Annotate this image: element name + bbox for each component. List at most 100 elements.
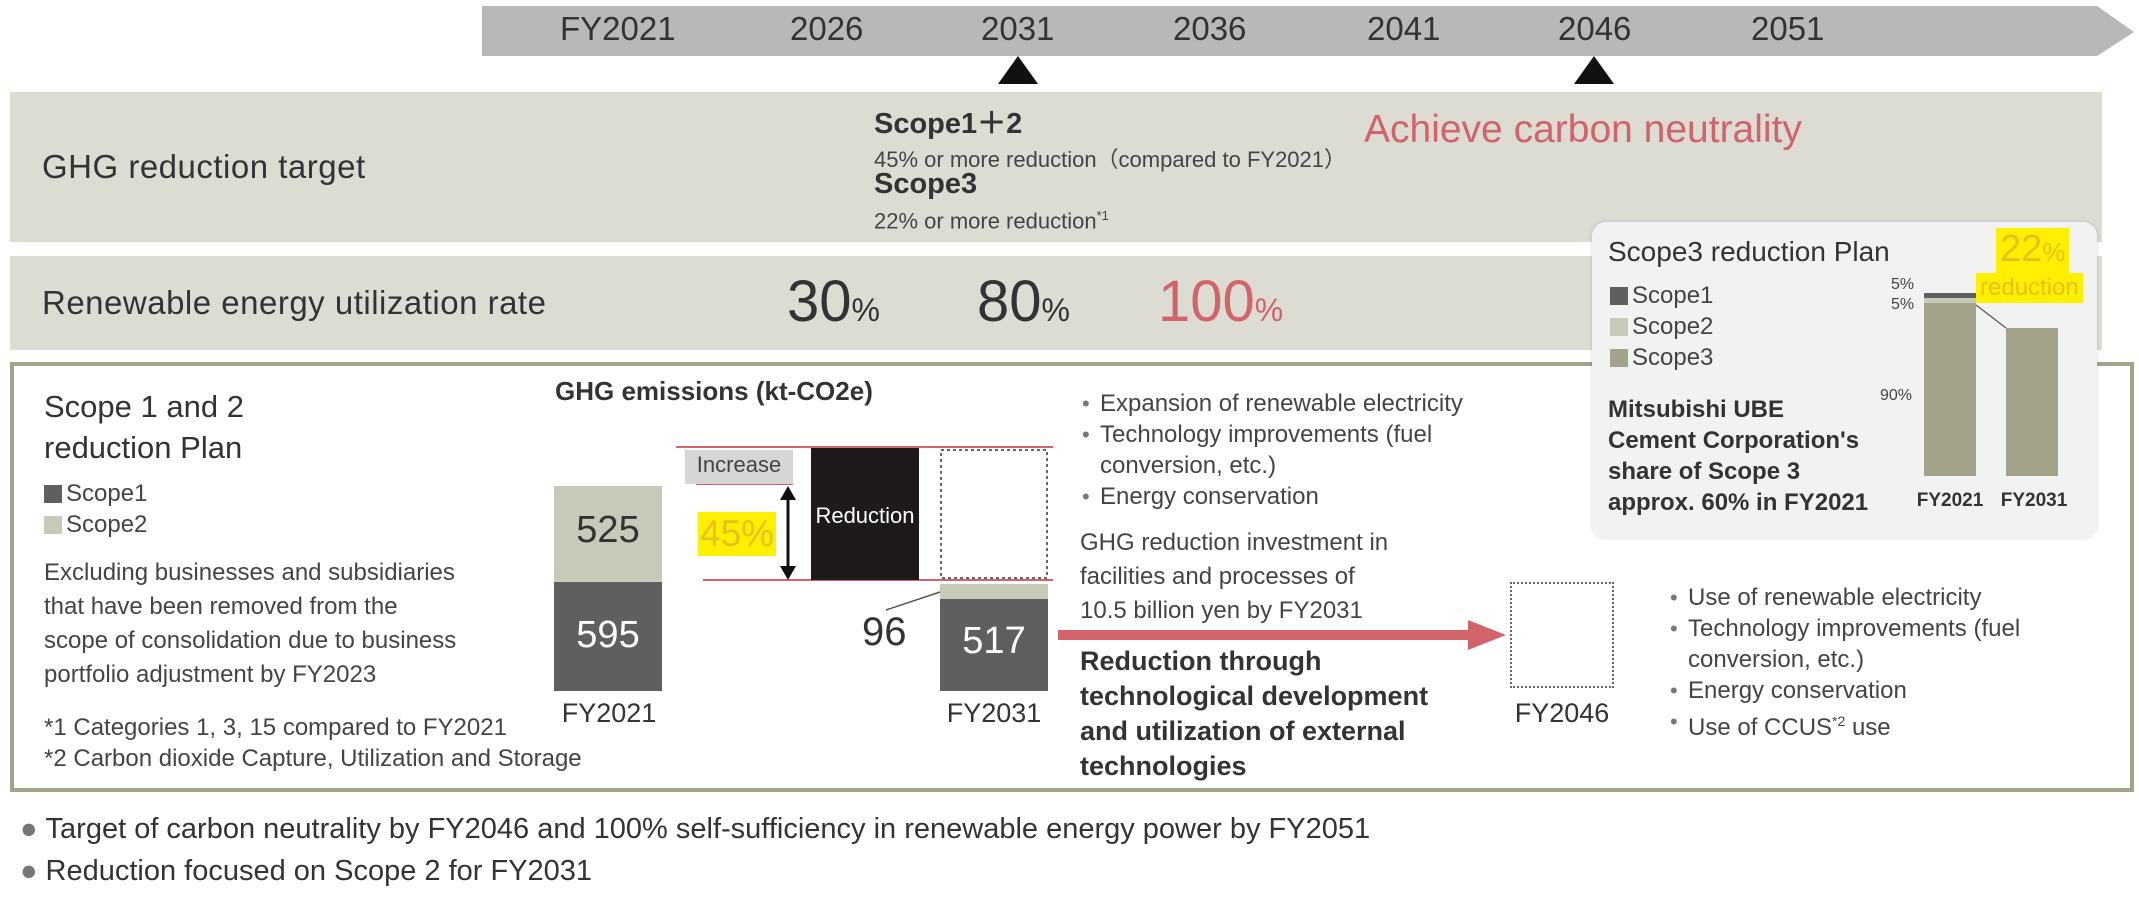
renewable-unit: % (1254, 292, 1284, 328)
scope3-fy2031-label: FY2031 (2000, 490, 2068, 511)
legend-scope1: Scope1 (1610, 280, 1713, 311)
ghg-chart (554, 446, 1053, 691)
chart-title: GHG emissions (kt-CO2e) (555, 376, 873, 406)
exclusion-note: Excluding businesses and subsidiaries th… (44, 556, 456, 692)
measures-2031-list: Expansion of renewable electricity Techn… (1080, 388, 1463, 512)
list-item: Expansion of renewable electricity (1080, 388, 1463, 419)
list-item: Technology improvements (fuel (1080, 419, 1463, 450)
renewable-value: 100 (1158, 269, 1255, 334)
tech-text: Reduction through technological developm… (1080, 644, 1428, 784)
scope3-share-text: Mitsubishi UBE Cement Corporation's shar… (1608, 394, 1868, 518)
value-label-525: 525 (576, 509, 640, 551)
scope3-bar-fy2031-scope3 (2006, 328, 2058, 476)
increase-label: Increase (696, 452, 782, 477)
timeline-year: 2031 (981, 10, 1055, 47)
list-item: Technology improvements (fuel (1668, 613, 2020, 644)
timeline-year: 2036 (1173, 10, 1247, 47)
timeline-year: 2046 (1558, 10, 1632, 47)
investment-line: facilities and processes of (1080, 563, 1355, 590)
tech-line: technological development (1080, 681, 1429, 711)
legend-scope1: Scope1 (44, 478, 147, 509)
timeline-year: FY2021 (560, 10, 676, 47)
share-line: Cement Corporation's (1608, 427, 1860, 454)
ccus-text: Use of CCUS (1688, 714, 1833, 741)
scope3-pct-value: 22 (2000, 228, 2043, 270)
reduction-label: Reduction (815, 503, 915, 528)
legend-label: Scope1 (66, 480, 148, 507)
footnote-ref: *2 (1832, 713, 1846, 729)
renewable-unit: % (851, 292, 880, 328)
measures-2046-list: Use of renewable electricity Technology … (1668, 582, 2020, 743)
scope3-target: 22% or more reduction*1 (874, 208, 1109, 234)
summary-item: ● Reduction focused on Scope 2 for FY2031 (20, 850, 1370, 892)
list-item: Use of CCUS*2 use (1668, 706, 2020, 743)
reduction-box (811, 448, 919, 580)
tech-line: technologies (1080, 751, 1247, 781)
footnotes: *1 Categories 1, 3, 15 compared to FY202… (44, 712, 582, 774)
legend-scope3: Scope3 (1610, 342, 1713, 373)
scope3-chart (1924, 293, 2058, 476)
bar-fy2021-scope2 (554, 486, 662, 582)
scope12-plan-title: Scope 1 and 2 reduction Plan (44, 386, 244, 468)
scope3-target-text: 22% or more reduction (874, 208, 1097, 234)
increase-value-label: 96 (862, 610, 907, 654)
legend-scope2: Scope2 (44, 509, 147, 540)
scope12-legend: Scope1 Scope2 (44, 478, 147, 540)
fy2031-removed-box (940, 449, 1048, 579)
scope3-reduction-word: reduction (1976, 273, 2083, 303)
legend-swatch (44, 515, 62, 534)
investment-line: GHG reduction investment in (1080, 529, 1389, 556)
reduction-pct-label: 45% (698, 512, 777, 556)
list-item: conversion, etc.) (1668, 644, 2020, 675)
arrow-head-down (780, 566, 796, 580)
investment-text: GHG reduction investment in facilities a… (1080, 526, 1388, 628)
scope3-title: Scope3 (874, 168, 978, 200)
fy2031-label: FY2031 (946, 698, 1042, 728)
milestone-marker-2031 (998, 56, 1038, 84)
investment-line: 10.5 billion yen by FY2031 (1080, 597, 1363, 624)
scope3-bar-fy2021-scope2 (1924, 298, 1976, 303)
progress-arrow (1058, 620, 1506, 650)
share-line: approx. 60% in FY2021 (1608, 489, 1869, 516)
renewable-value: 80 (977, 269, 1042, 334)
timeline-arrow (482, 6, 2134, 56)
increase-box (685, 450, 793, 484)
value-label-517: 517 (962, 620, 1026, 662)
plan-title-line: Scope 1 and 2 (44, 389, 244, 424)
scope3-label-5a: 5% (1891, 276, 1915, 293)
scope12-panel (10, 362, 2134, 792)
renewable-label: Renewable energy utilization rate (42, 284, 547, 321)
tech-line: Reduction through (1080, 646, 1322, 676)
carbon-neutrality-goal: Achieve carbon neutrality (1364, 108, 1802, 151)
scope3-pct-unit: % (2042, 237, 2066, 267)
legend-label: Scope2 (1632, 313, 1714, 340)
renewable-2036: 100% (1158, 268, 1283, 335)
bullet-dot-icon: ● (20, 855, 38, 887)
ccus-suffix: use (1845, 714, 1891, 741)
scope3-label-5b: 5% (1891, 296, 1915, 313)
bar-fy2031-scope1 (940, 599, 1048, 691)
ghg-target-label: GHG reduction target (42, 148, 366, 185)
scope3-bar-fy2021-scope1 (1924, 293, 1976, 298)
legend-scope2: Scope2 (1610, 311, 1713, 342)
fy2021-label: FY2021 (561, 698, 657, 728)
timeline-year: 2051 (1751, 10, 1825, 47)
arrow-head-up (780, 486, 796, 500)
legend-swatch (1610, 348, 1628, 367)
fy2046-box (1510, 582, 1614, 688)
renewable-value: 30 (787, 269, 852, 334)
legend-swatch (1610, 317, 1628, 336)
bar-fy2021-scope1 (554, 582, 662, 691)
renewable-unit: % (1041, 292, 1070, 328)
summary-item: ● Target of carbon neutrality by FY2046 a… (20, 808, 1370, 850)
scope3-leader-line (1975, 304, 2007, 329)
summary-list: ● Target of carbon neutrality by FY2046 a… (20, 808, 1370, 892)
scope3-bar-fy2021-scope3 (1924, 303, 1976, 476)
bullet-dot-icon: ● (20, 813, 38, 845)
summary-text: Reduction focused on Scope 2 for FY2031 (45, 855, 593, 887)
list-item-continuation: conversion, etc.) (1688, 646, 1865, 673)
scope3-label-90: 90% (1880, 387, 1913, 404)
tech-line: and utilization of external (1080, 716, 1406, 746)
ghg-target-band (10, 92, 2102, 242)
fy2046-label: FY2046 (1514, 698, 1610, 728)
